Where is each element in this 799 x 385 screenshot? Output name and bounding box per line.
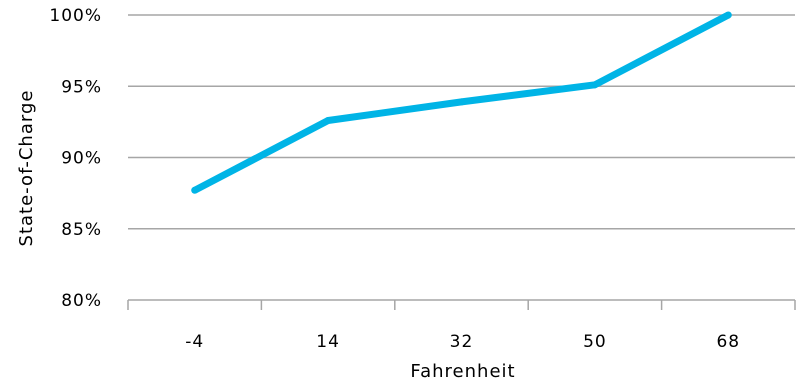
y-tick-labels: 80% 85% 90% 95% 100% [49,6,102,311]
x-tick-label: -4 [185,332,204,352]
x-axis-title: Fahrenheit [410,361,515,382]
gridlines [128,14,795,230]
data-point [191,186,199,194]
x-tick-label: 32 [450,332,474,352]
data-point [724,11,732,19]
axes [127,299,796,310]
data-point [324,116,332,124]
y-tick-label: 85% [61,220,102,240]
data-point [458,98,465,106]
y-tick-label: 95% [61,77,102,97]
x-tick-label: 50 [583,332,607,352]
x-tick-labels: -4 14 32 50 68 [185,332,740,352]
y-tick-label: 100% [49,6,102,26]
data-point [591,81,599,89]
series-group [191,11,732,194]
x-tick-label: 68 [716,332,740,352]
y-axis-title: State-of-Charge [16,90,37,247]
y-tick-label: 90% [61,149,102,169]
y-tick-label: 80% [61,291,102,311]
x-tick-label: 14 [316,332,340,352]
